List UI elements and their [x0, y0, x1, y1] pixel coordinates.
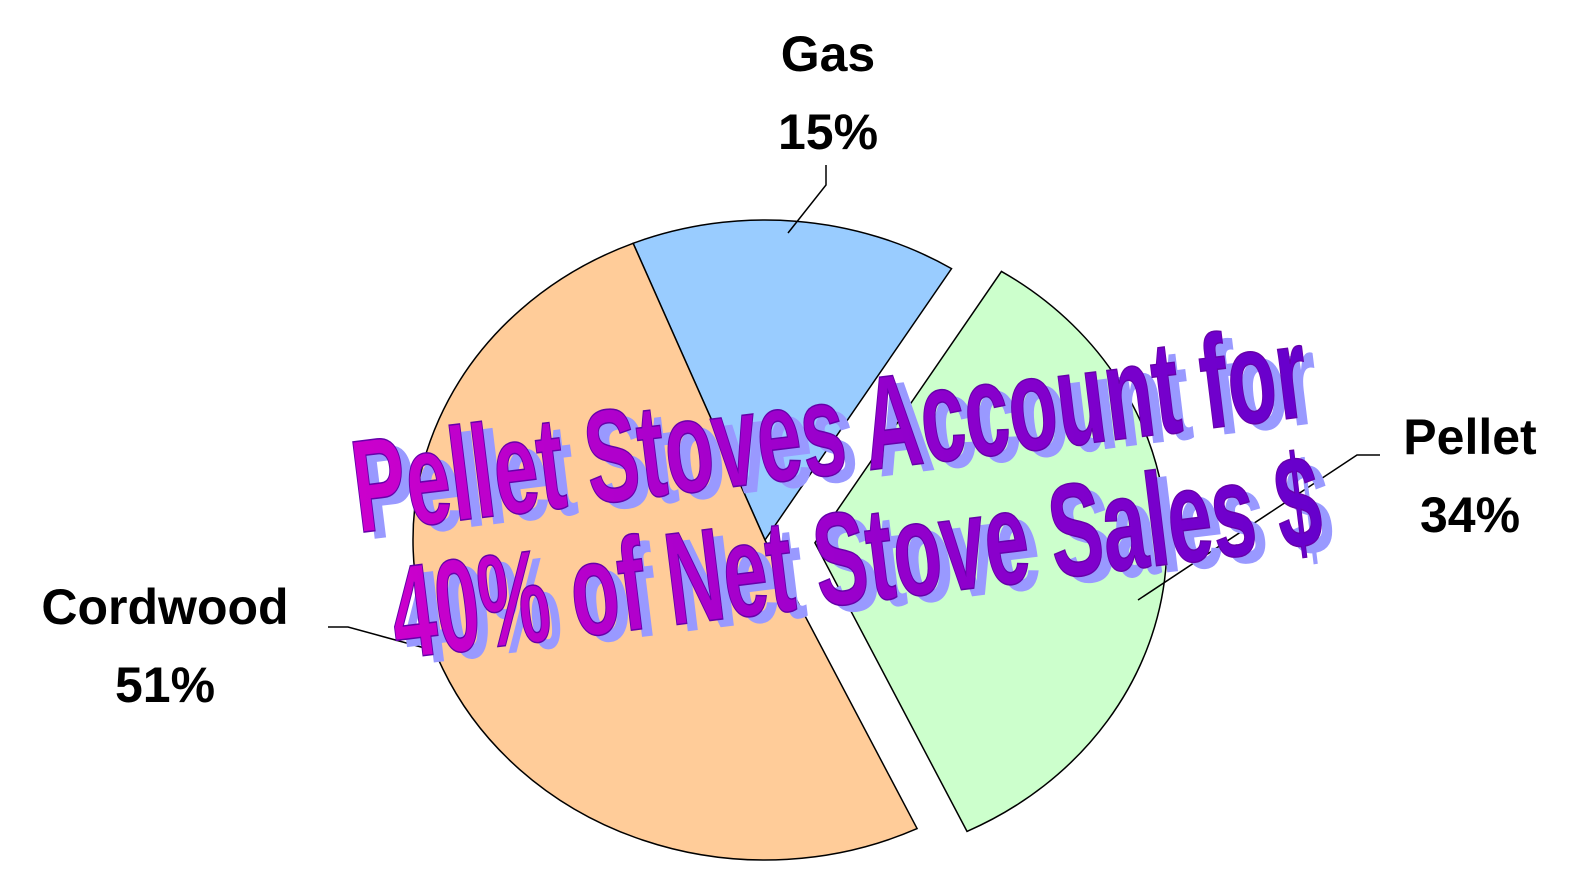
data-labels: Gas 15% Pellet 34% Cordwood 51%	[41, 26, 1537, 713]
leader-lines	[328, 165, 1380, 651]
category-label: Pellet	[1403, 409, 1537, 465]
category-label: Gas	[781, 26, 876, 82]
leader-line	[1137, 454, 1380, 601]
pie	[412, 219, 1168, 861]
category-label: Cordwood	[41, 579, 288, 635]
leader-line	[787, 165, 827, 234]
pie-slice	[814, 270, 1168, 833]
leader-line	[328, 626, 433, 651]
value-label: 15%	[778, 104, 878, 160]
value-label: 34%	[1420, 487, 1520, 543]
pie-slice	[412, 242, 919, 861]
value-label: 51%	[115, 657, 215, 713]
pie-slice	[632, 219, 953, 542]
